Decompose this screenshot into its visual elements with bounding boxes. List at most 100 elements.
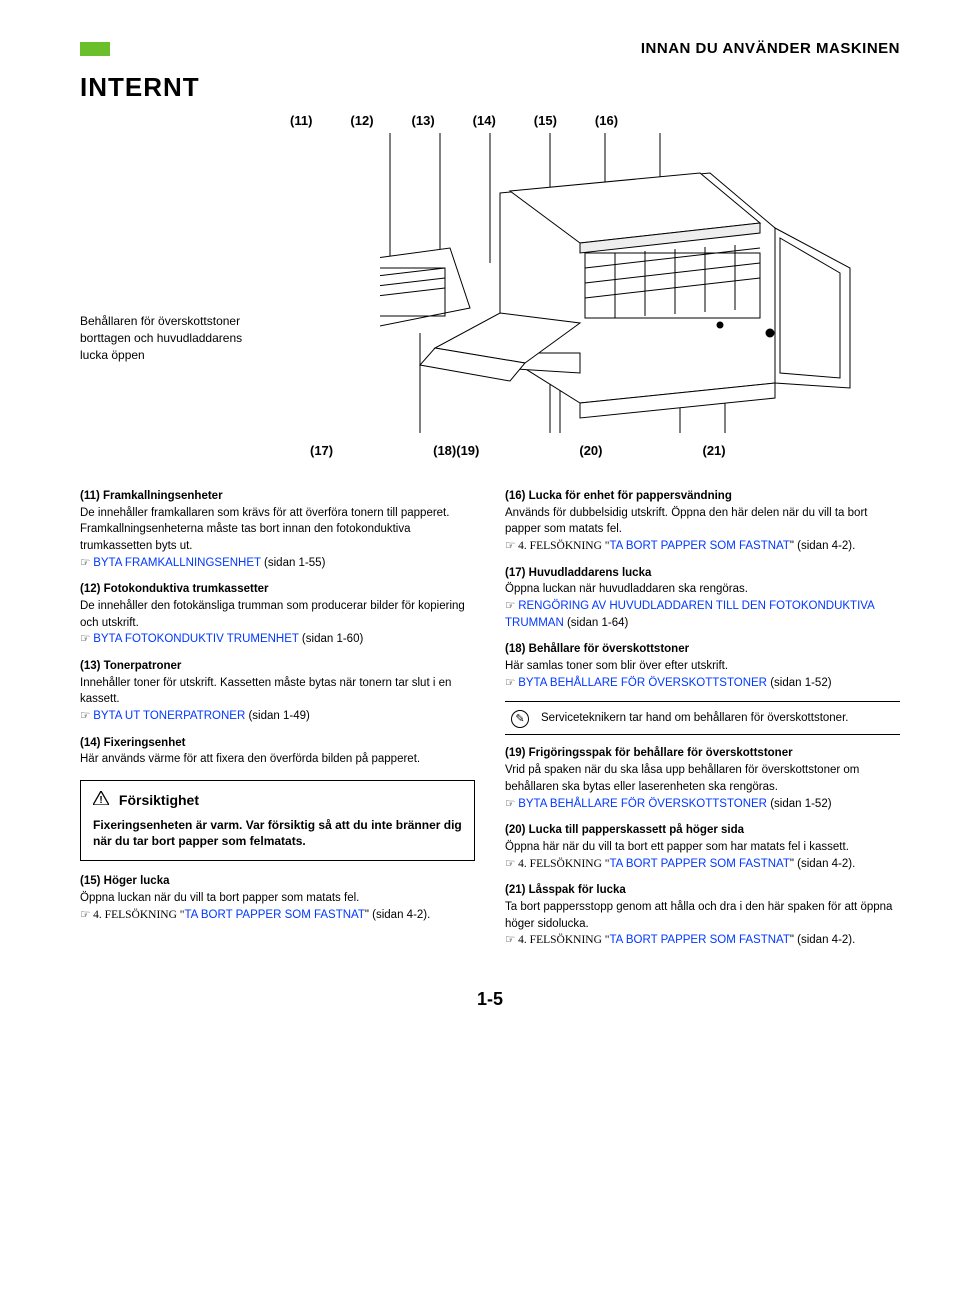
printer-diagram	[380, 133, 860, 433]
callout-14: (14)	[473, 113, 496, 128]
item-18: (18) Behållare för överskottstoner Här s…	[505, 641, 900, 691]
caution-body: Fixeringsenheten är varm. Var försiktig …	[93, 817, 462, 851]
item-body: Öppna luckan när huvudladdaren ska rengö…	[505, 583, 748, 595]
item-title: Fotokonduktiva trumkassetter	[104, 583, 269, 595]
item-body: Här samlas toner som blir över efter uts…	[505, 660, 728, 672]
left-column: (11) Framkallningsenheter De innehåller …	[80, 488, 475, 959]
item-title: Framkallningsenheter	[103, 490, 223, 502]
ref-icon: ☞	[505, 600, 518, 612]
ref-suffix: (sidan 1-55)	[261, 557, 326, 569]
ref-link[interactable]: BYTA FRAMKALLNINGSENHET	[93, 557, 261, 569]
item-title: Behållare för överskottstoner	[529, 643, 689, 655]
item-13: (13) Tonerpatroner Innehåller toner för …	[80, 658, 475, 725]
diagram-area: (11) (12) (13) (14) (15) (16)	[80, 113, 900, 473]
ref-link[interactable]: BYTA BEHÅLLARE FÖR ÖVERSKOTTSTONER	[518, 798, 767, 810]
callout-16: (16)	[595, 113, 618, 128]
ref-icon: ☞ 4. FELSÖKNING "	[505, 934, 609, 946]
callout-21: (21)	[703, 443, 726, 458]
callout-13: (13)	[412, 113, 435, 128]
diagram-caption: Behållaren för överskottstoner borttagen…	[80, 313, 260, 363]
diagram-top-labels: (11) (12) (13) (14) (15) (16)	[290, 113, 618, 128]
item-num: (20)	[505, 824, 525, 836]
item-num: (12)	[80, 583, 100, 595]
note-box: ✎ Serviceteknikern tar hand om behållare…	[505, 701, 900, 735]
header-title: INNAN DU ANVÄNDER MASKINEN	[116, 40, 900, 57]
item-12: (12) Fotokonduktiva trumkassetter De inn…	[80, 581, 475, 648]
item-20: (20) Lucka till papperskassett på höger …	[505, 822, 900, 872]
item-body: Här används värme för att fixera den öve…	[80, 753, 420, 765]
item-body: De innehåller framkallaren som krävs för…	[80, 507, 449, 552]
ref-suffix: (sidan 1-60)	[299, 633, 364, 645]
warning-icon: !	[93, 792, 113, 808]
pencil-icon: ✎	[511, 710, 529, 728]
ref-link[interactable]: RENGÖRING AV HUVUDLADDAREN TILL DEN FOTO…	[505, 600, 874, 629]
item-title: Frigöringsspak för behållare för översko…	[529, 747, 793, 759]
callout-17: (17)	[310, 443, 333, 458]
item-title: Tonerpatroner	[104, 660, 182, 672]
ref-link[interactable]: TA BORT PAPPER SOM FASTNAT	[609, 540, 789, 552]
ref-icon: ☞	[80, 710, 93, 722]
page-number: 1-5	[80, 989, 900, 1010]
callout-12: (12)	[350, 113, 373, 128]
item-num: (18)	[505, 643, 525, 655]
item-title: Huvudladdarens lucka	[529, 567, 652, 579]
section-heading: INTERNT	[80, 72, 900, 103]
ref-link[interactable]: BYTA BEHÅLLARE FÖR ÖVERSKOTTSTONER	[518, 677, 767, 689]
note-text: Serviceteknikern tar hand om behållaren …	[541, 712, 848, 724]
item-num: (13)	[80, 660, 100, 672]
item-num: (19)	[505, 747, 525, 759]
ref-suffix: " (sidan 4-2).	[790, 540, 855, 552]
content-columns: (11) Framkallningsenheter De innehåller …	[80, 488, 900, 959]
caution-box: ! Försiktighet Fixeringsenheten är varm.…	[80, 780, 475, 861]
item-title: Låsspak för lucka	[529, 884, 626, 896]
ref-link[interactable]: TA BORT PAPPER SOM FASTNAT	[609, 858, 789, 870]
item-14: (14) Fixeringsenhet Här används värme fö…	[80, 735, 475, 768]
ref-suffix: (sidan 1-49)	[245, 710, 310, 722]
item-title: Lucka för enhet för pappersvändning	[529, 490, 732, 502]
item-num: (17)	[505, 567, 525, 579]
ref-icon: ☞ 4. FELSÖKNING "	[505, 540, 609, 552]
item-19: (19) Frigöringsspak för behållare för öv…	[505, 745, 900, 812]
item-title: Höger lucka	[104, 875, 170, 887]
diagram-bottom-labels: (17) (18)(19) (20) (21)	[310, 443, 726, 458]
ref-icon: ☞ 4. FELSÖKNING "	[505, 858, 609, 870]
ref-suffix: " (sidan 4-2).	[365, 909, 430, 921]
ref-suffix: (sidan 1-52)	[767, 677, 832, 689]
callout-20: (20)	[579, 443, 602, 458]
ref-icon: ☞	[80, 633, 93, 645]
callout-1819: (18)(19)	[433, 443, 479, 458]
item-title: Fixeringsenhet	[104, 737, 186, 749]
ref-icon: ☞	[505, 677, 518, 689]
item-15: (15) Höger lucka Öppna luckan när du vil…	[80, 873, 475, 923]
ref-suffix: " (sidan 4-2).	[790, 934, 855, 946]
item-num: (14)	[80, 737, 100, 749]
ref-suffix: (sidan 1-64)	[564, 617, 629, 629]
ref-link[interactable]: TA BORT PAPPER SOM FASTNAT	[609, 934, 789, 946]
item-body: Öppna luckan när du vill ta bort papper …	[80, 892, 359, 904]
ref-icon: ☞	[505, 798, 518, 810]
ref-link[interactable]: TA BORT PAPPER SOM FASTNAT	[184, 909, 364, 921]
page-header: INNAN DU ANVÄNDER MASKINEN	[80, 40, 900, 57]
item-body: De innehåller den fotokänsliga trumman s…	[80, 600, 465, 629]
item-16: (16) Lucka för enhet för pappersvändning…	[505, 488, 900, 555]
ref-icon: ☞ 4. FELSÖKNING "	[80, 909, 184, 921]
callout-11: (11)	[290, 113, 312, 128]
item-11: (11) Framkallningsenheter De innehåller …	[80, 488, 475, 571]
item-21: (21) Låsspak för lucka Ta bort pappersst…	[505, 882, 900, 949]
item-17: (17) Huvudladdarens lucka Öppna luckan n…	[505, 565, 900, 632]
right-column: (16) Lucka för enhet för pappersvändning…	[505, 488, 900, 959]
item-body: Ta bort pappersstopp genom att hålla och…	[505, 901, 892, 930]
ref-icon: ☞	[80, 557, 93, 569]
item-num: (16)	[505, 490, 525, 502]
item-title: Lucka till papperskassett på höger sida	[529, 824, 744, 836]
item-body: Används för dubbelsidig utskrift. Öppna …	[505, 507, 867, 536]
item-body: Vrid på spaken när du ska låsa upp behål…	[505, 764, 859, 793]
caution-title: Försiktighet	[119, 792, 199, 808]
ref-link[interactable]: BYTA FOTOKONDUKTIV TRUMENHET	[93, 633, 299, 645]
callout-15: (15)	[534, 113, 557, 128]
ref-link[interactable]: BYTA UT TONERPATRONER	[93, 710, 245, 722]
item-body: Innehåller toner för utskrift. Kassetten…	[80, 677, 451, 706]
item-num: (21)	[505, 884, 525, 896]
ref-suffix: (sidan 1-52)	[767, 798, 832, 810]
caution-heading: ! Försiktighet	[93, 791, 462, 811]
